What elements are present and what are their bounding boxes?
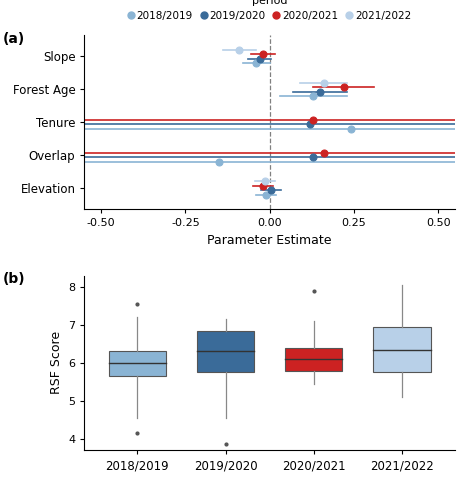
Text: (a): (a) <box>3 32 25 46</box>
Bar <box>109 352 166 376</box>
Bar <box>373 327 431 372</box>
Bar <box>197 330 254 372</box>
X-axis label: Parameter Estimate: Parameter Estimate <box>207 234 332 247</box>
Legend: 2018/2019, 2019/2020, 2020/2021, 2021/2022: 2018/2019, 2019/2020, 2020/2021, 2021/20… <box>124 0 416 25</box>
Y-axis label: RSF Score: RSF Score <box>50 332 63 394</box>
Text: (b): (b) <box>3 272 25 286</box>
Bar <box>285 348 342 371</box>
